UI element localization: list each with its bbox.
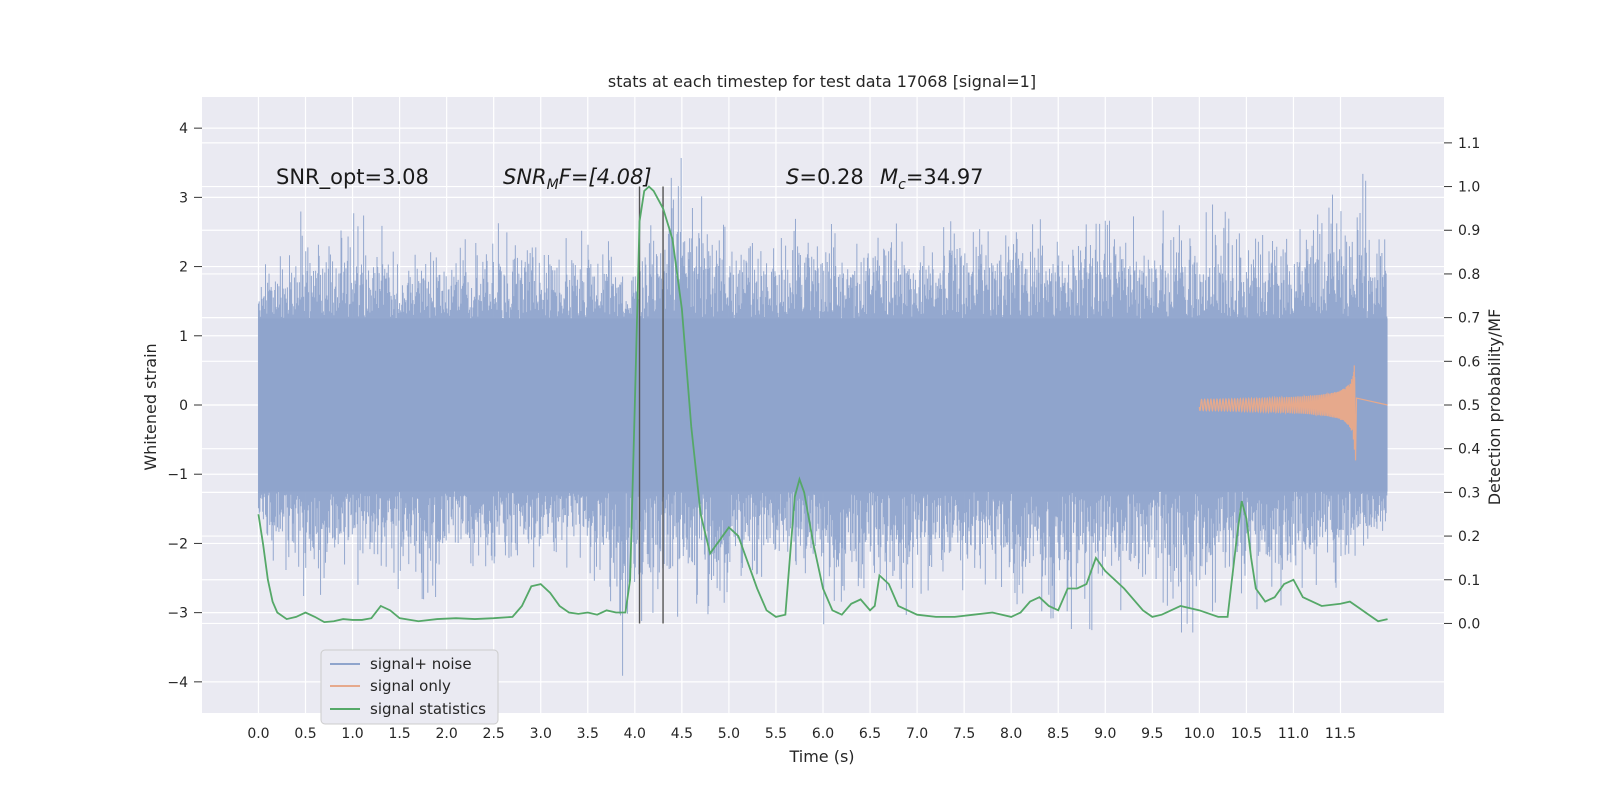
x-axis-label: Time (s) bbox=[788, 747, 854, 766]
annotation-snr-opt: SNR_opt=3.08 bbox=[276, 165, 429, 190]
y2-tick-label: 1.0 bbox=[1458, 180, 1480, 196]
y2-tick-label: 0.1 bbox=[1458, 573, 1480, 589]
y2-tick-label: 0.6 bbox=[1458, 354, 1480, 370]
legend-label-signal-only: signal only bbox=[370, 677, 451, 695]
y-tick-label: 2 bbox=[179, 260, 188, 276]
legend-label-signal-statistics: signal statistics bbox=[370, 700, 486, 718]
x-tick-label: 10.0 bbox=[1184, 726, 1215, 742]
x-tick-label: 6.0 bbox=[812, 726, 834, 742]
x-tick-label: 5.5 bbox=[765, 726, 787, 742]
y-tick-label: −3 bbox=[167, 606, 188, 622]
y2-tick-label: 0.7 bbox=[1458, 311, 1480, 327]
x-tick-label: 0.5 bbox=[294, 726, 316, 742]
x-tick-label: 8.5 bbox=[1047, 726, 1069, 742]
y-tick-label: 0 bbox=[179, 398, 188, 414]
y2-tick-label: 0.9 bbox=[1458, 223, 1480, 239]
y2-tick-label: 0.3 bbox=[1458, 485, 1480, 501]
x-tick-label: 8.0 bbox=[1000, 726, 1022, 742]
y2-axis-label: Detection probability/MF bbox=[1485, 309, 1504, 506]
y2-tick-label: 1.1 bbox=[1458, 136, 1480, 152]
x-tick-label: 3.0 bbox=[530, 726, 552, 742]
y2-tick-label: 0.0 bbox=[1458, 616, 1480, 632]
x-tick-label: 11.0 bbox=[1278, 726, 1309, 742]
legend-label-signal-noise: signal+ noise bbox=[370, 655, 472, 673]
x-tick-label: 5.0 bbox=[718, 726, 740, 742]
legend-frame bbox=[320, 649, 499, 725]
chirp-trace bbox=[1198, 365, 1388, 461]
legend: signal+ noise signal only signal statist… bbox=[320, 649, 499, 725]
y2-tick-label: 0.2 bbox=[1458, 529, 1480, 545]
x-tick-label: 2.5 bbox=[483, 726, 505, 742]
annotation-snr-mf: SNRMF=[4.08] bbox=[503, 165, 652, 193]
x-tick-label: 9.5 bbox=[1141, 726, 1163, 742]
axis-ticks: 0.0 0.5 1.0 1.5 2.0 2.5 3.0 3.5 4.0 4.5 5.0 5.5 6.0 6… bbox=[167, 121, 1480, 742]
noise-core-band bbox=[258, 318, 1388, 492]
y-tick-label: −4 bbox=[167, 675, 188, 691]
y-axis-label: Whitened strain bbox=[141, 343, 160, 470]
y-tick-label: −1 bbox=[167, 467, 188, 483]
y2-tick-label: 0.4 bbox=[1458, 442, 1480, 458]
x-tick-label: 9.0 bbox=[1094, 726, 1116, 742]
x-tick-label: 2.0 bbox=[436, 726, 458, 742]
x-tick-label: 10.5 bbox=[1231, 726, 1262, 742]
x-tick-label: 11.5 bbox=[1325, 726, 1356, 742]
series-signal-only bbox=[1198, 365, 1388, 461]
x-tick-label: 1.5 bbox=[388, 726, 410, 742]
x-tick-label: 1.0 bbox=[341, 726, 363, 742]
series-signal-statistics bbox=[257, 185, 1388, 624]
y2-tick-label: 0.8 bbox=[1458, 267, 1480, 283]
y2-tick-label: 0.5 bbox=[1458, 398, 1480, 414]
series-signal-noise bbox=[257, 158, 1388, 676]
chart-title: stats at each timestep for test data 170… bbox=[608, 72, 1036, 91]
y-tick-label: 1 bbox=[179, 329, 188, 345]
x-tick-label: 4.5 bbox=[671, 726, 693, 742]
annotation-s: S=0.28 bbox=[786, 165, 864, 189]
y-tick-label: 3 bbox=[179, 190, 188, 206]
detection-window-lines bbox=[638, 186, 664, 624]
x-tick-label: 7.0 bbox=[906, 726, 928, 742]
x-tick-label: 6.5 bbox=[859, 726, 881, 742]
x-tick-label: 7.5 bbox=[953, 726, 975, 742]
statistics-line bbox=[257, 185, 1388, 624]
y-tick-label: −2 bbox=[167, 536, 188, 552]
x-tick-label: 3.5 bbox=[577, 726, 599, 742]
y-tick-label: 4 bbox=[179, 121, 188, 137]
x-tick-label: 0.0 bbox=[247, 726, 269, 742]
annotation-mc: Mc=34.97 bbox=[880, 165, 984, 193]
x-tick-label: 4.0 bbox=[624, 726, 646, 742]
